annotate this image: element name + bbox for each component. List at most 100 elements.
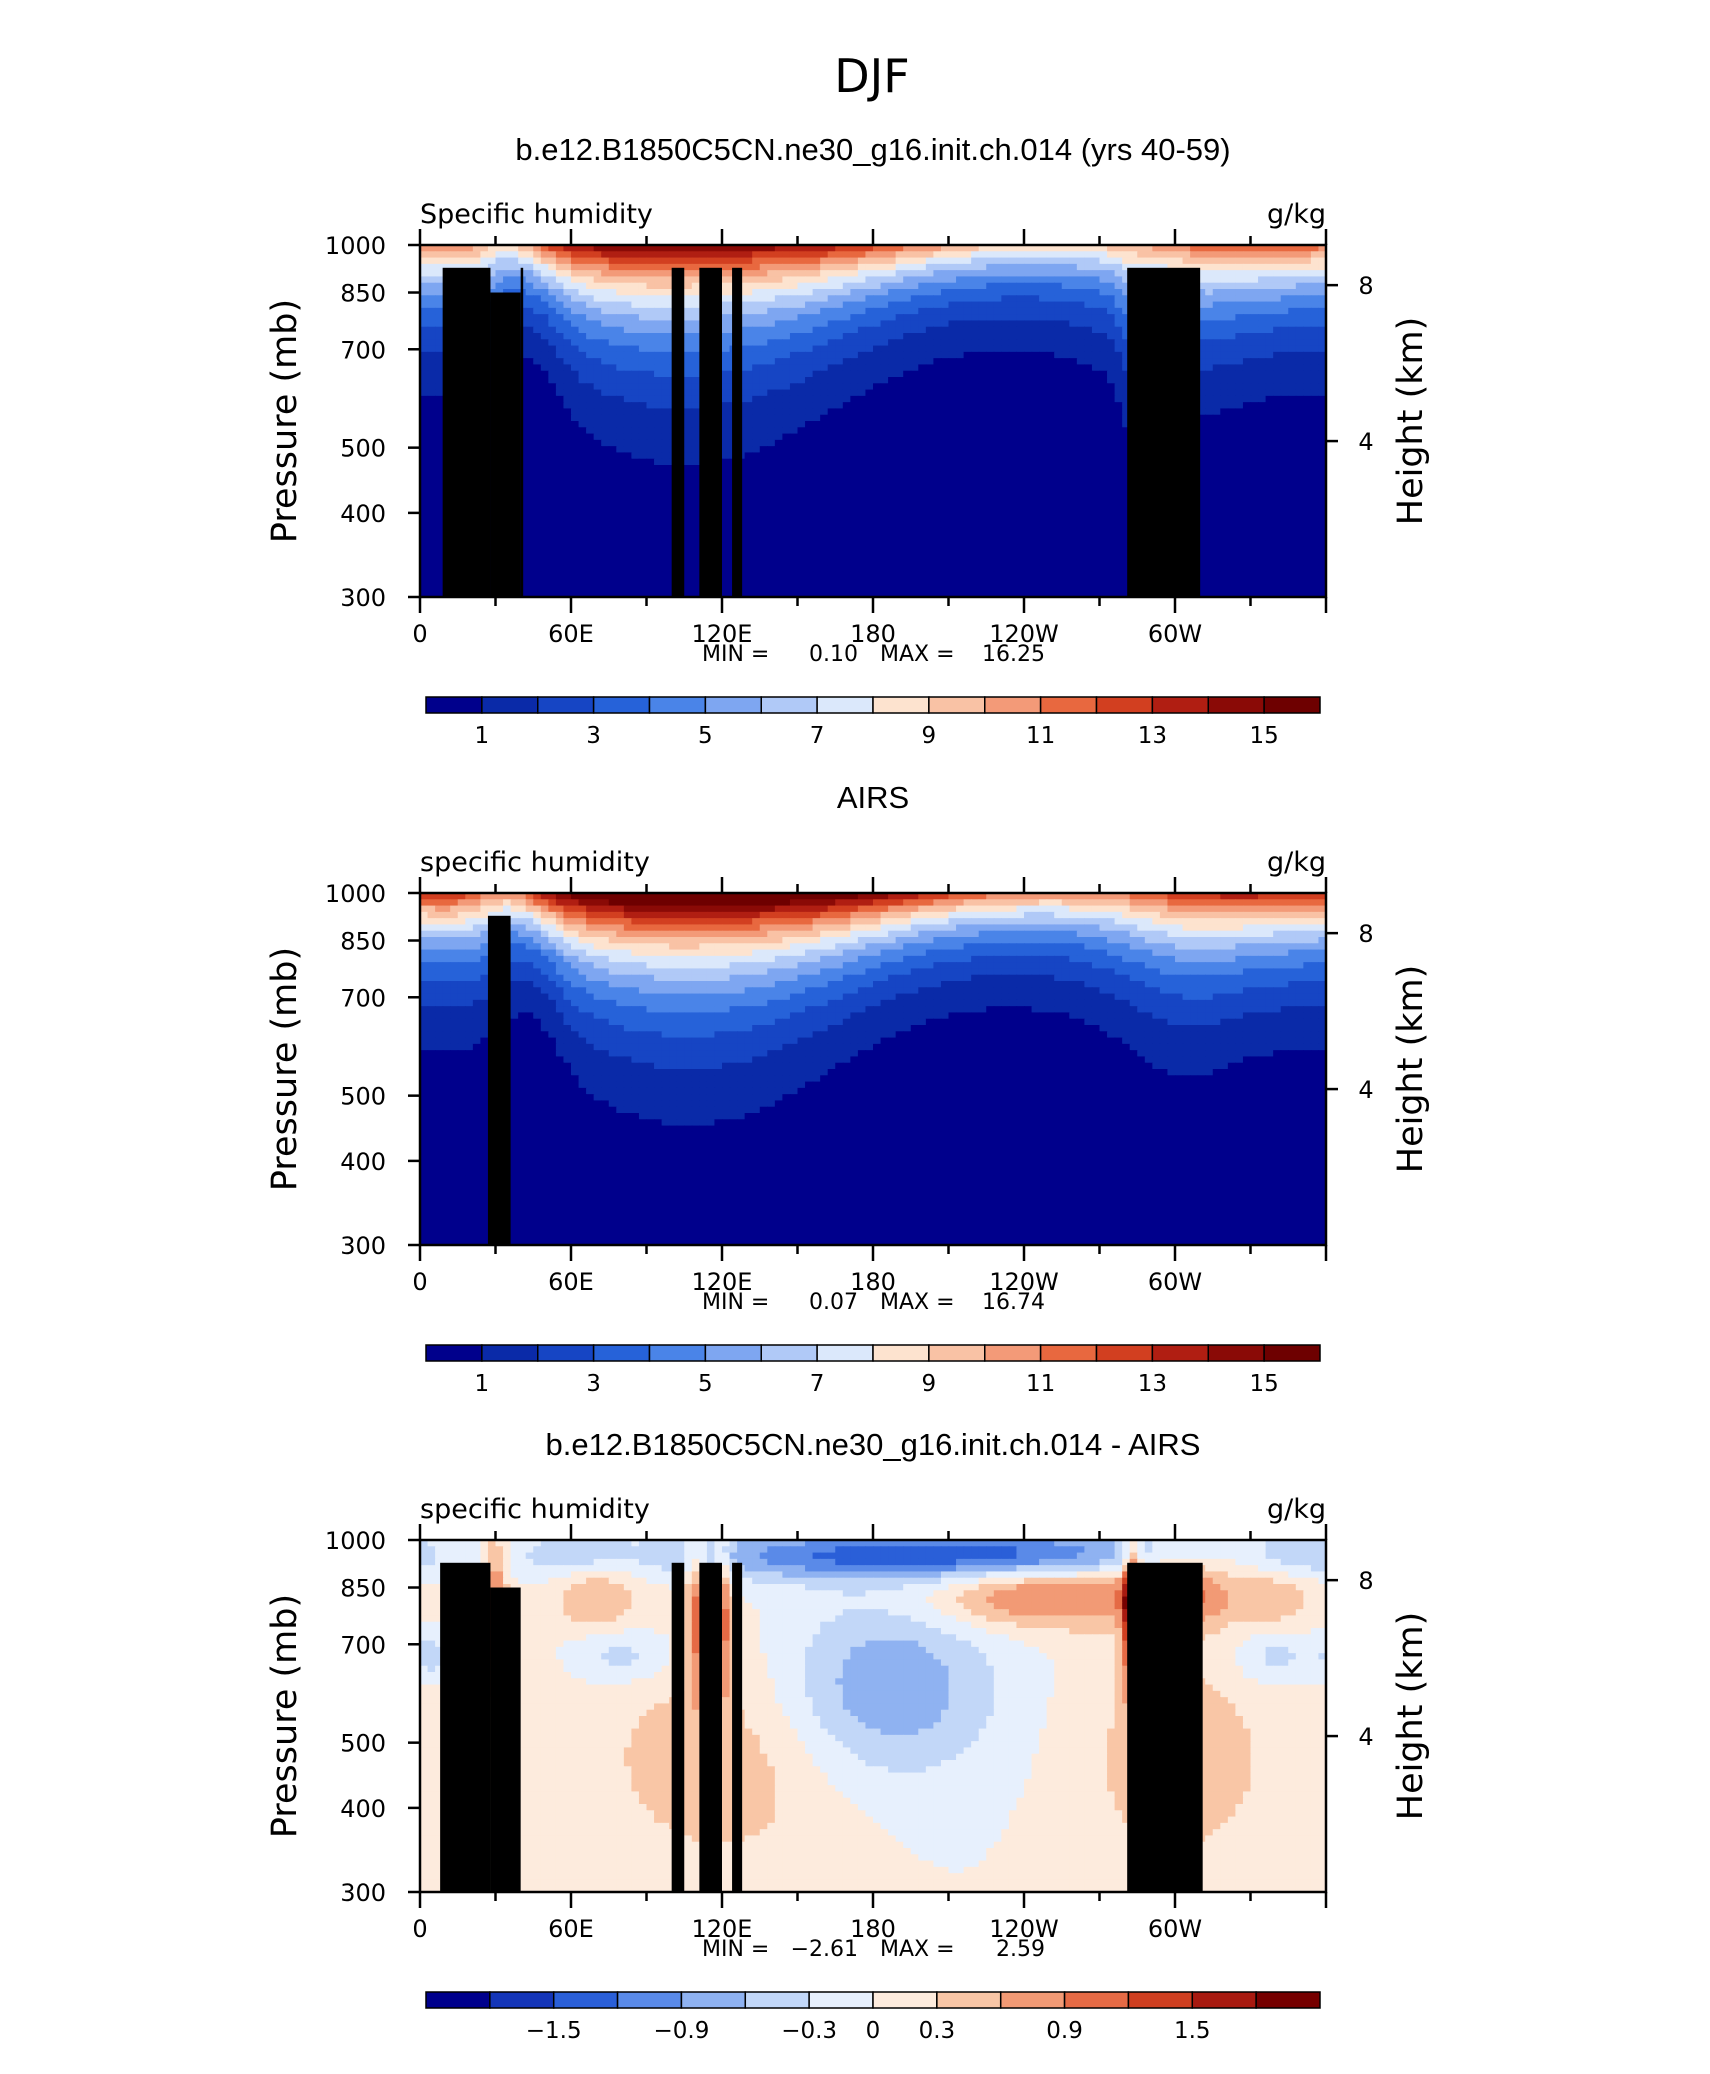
contour-cell	[774, 395, 783, 403]
contour-cell	[842, 326, 851, 334]
contour-cell	[420, 458, 429, 466]
contour-cell	[548, 358, 557, 366]
contour-cell	[986, 408, 995, 416]
contour-cell	[1280, 370, 1289, 378]
contour-cell	[782, 245, 791, 252]
contour-cell	[593, 276, 602, 284]
contour-cell	[744, 477, 753, 485]
contour-cell	[759, 370, 768, 378]
contour-cell	[1258, 483, 1267, 491]
contour-cell	[1008, 389, 1018, 397]
contour-cell	[1280, 339, 1289, 347]
contour-cell	[940, 458, 950, 466]
contour-cell	[1242, 389, 1252, 397]
contour-cell	[805, 465, 814, 472]
contour-cell	[1250, 446, 1259, 454]
contour-cell	[586, 351, 595, 359]
contour-cell	[782, 314, 791, 322]
contour-cell	[767, 490, 776, 498]
contour-cell	[699, 257, 708, 265]
contour-cell	[1061, 351, 1070, 359]
contour-cell	[1008, 289, 1018, 296]
contour-cell	[1295, 326, 1304, 334]
contour-cell	[1273, 402, 1282, 410]
contour-cell	[850, 383, 859, 391]
contour-cell	[1099, 345, 1108, 353]
contour-cell	[533, 282, 542, 290]
contour-cell	[971, 289, 980, 296]
contour-cell	[1250, 402, 1259, 410]
contour-cell	[850, 490, 859, 498]
contour-cell	[525, 377, 534, 384]
contour-cell	[1273, 295, 1282, 303]
contour-cell	[971, 345, 980, 353]
contour-cell	[540, 370, 549, 378]
contour-cell	[578, 377, 587, 384]
contour-cell	[918, 320, 927, 328]
contour-cell	[895, 307, 904, 315]
contour-cell	[1310, 483, 1320, 491]
contour-cell	[940, 351, 950, 359]
contour-cell	[1107, 402, 1116, 410]
contour-cell	[910, 301, 919, 309]
contour-cell	[1016, 395, 1025, 403]
contour-cell	[578, 446, 587, 454]
contour-cell	[1227, 471, 1236, 479]
contour-cell	[722, 439, 731, 447]
contour-cell	[1242, 263, 1252, 271]
contour-cell	[1288, 301, 1297, 309]
contour-cell	[420, 433, 429, 441]
contour-cell	[623, 301, 632, 309]
contour-cell	[850, 270, 859, 278]
contour-cell	[797, 408, 806, 416]
contour-cell	[1227, 483, 1236, 491]
contour-cell	[623, 452, 632, 460]
contour-cell	[918, 295, 927, 303]
contour-cell	[1031, 351, 1040, 359]
contour-cell	[986, 490, 995, 498]
contour-cell	[1197, 490, 1206, 498]
contour-cell	[1069, 465, 1078, 472]
contour-cell	[1099, 377, 1108, 384]
contour-cell	[789, 370, 799, 378]
contour-cell	[555, 358, 565, 366]
contour-cell	[850, 301, 859, 309]
contour-cell	[774, 377, 783, 384]
contour-cell	[789, 490, 799, 498]
contour-cell	[925, 490, 934, 498]
contour-cell	[873, 471, 882, 479]
contour-cell	[873, 446, 882, 454]
contour-cell	[737, 245, 746, 252]
contour-cell	[865, 270, 874, 278]
contour-cell	[533, 339, 542, 347]
contour-cell	[918, 414, 927, 422]
contour-cell	[842, 490, 851, 498]
contour-cell	[563, 364, 572, 372]
contour-cell	[1250, 483, 1259, 491]
contour-cell	[1046, 402, 1055, 410]
contour-cell	[1242, 427, 1252, 435]
contour-cell	[1318, 245, 1327, 252]
contour-cell	[767, 446, 776, 454]
contour-cell	[865, 276, 874, 284]
contour-cell	[593, 421, 602, 428]
contour-cell	[895, 502, 904, 510]
contour-cell	[525, 408, 534, 416]
contour-cell	[540, 295, 549, 303]
contour-cell	[1084, 458, 1093, 466]
contour-cell	[563, 295, 572, 303]
contour-cell	[1205, 402, 1214, 410]
contour-cell	[812, 408, 821, 416]
contour-cell	[1235, 351, 1244, 359]
contour-cell	[850, 282, 859, 290]
contour-cell	[1114, 377, 1123, 384]
contour-cell	[767, 496, 776, 504]
contour-cell	[1280, 358, 1289, 366]
contour-cell	[1084, 314, 1093, 322]
contour-cell	[1046, 389, 1055, 397]
contour-cell	[842, 263, 851, 271]
contour-cell	[563, 358, 572, 366]
contour-cell	[540, 389, 549, 397]
contour-cell	[571, 490, 580, 498]
contour-cell	[1265, 496, 1274, 504]
